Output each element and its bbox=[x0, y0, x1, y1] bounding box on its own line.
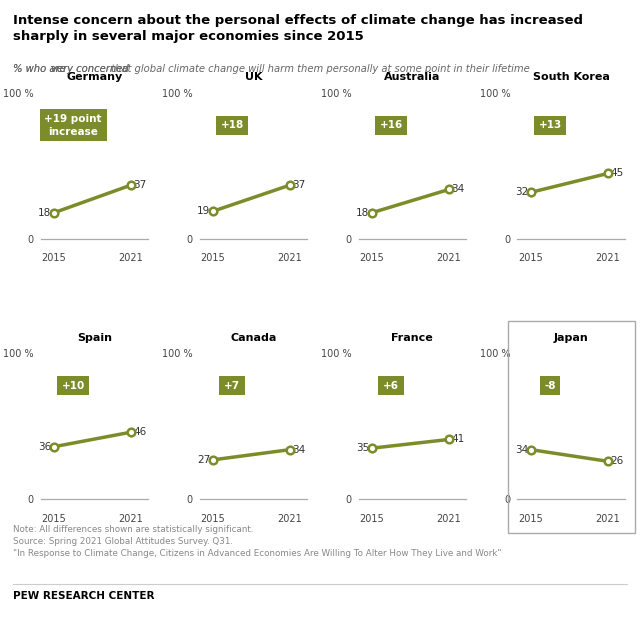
Text: Intense concern about the personal effects of climate change has increased
sharp: Intense concern about the personal effec… bbox=[13, 14, 583, 43]
Text: 32: 32 bbox=[515, 188, 529, 197]
Text: +6: +6 bbox=[383, 381, 399, 391]
Text: 27: 27 bbox=[197, 455, 211, 465]
Text: 34: 34 bbox=[292, 445, 305, 455]
Title: Canada: Canada bbox=[230, 333, 276, 343]
Title: South Korea: South Korea bbox=[532, 72, 610, 82]
Title: France: France bbox=[392, 333, 433, 343]
Title: Spain: Spain bbox=[77, 333, 112, 343]
Title: Australia: Australia bbox=[384, 72, 440, 82]
Text: 19: 19 bbox=[197, 206, 211, 216]
Text: 41: 41 bbox=[451, 434, 465, 444]
Text: % who are: % who are bbox=[13, 64, 68, 74]
Text: 18: 18 bbox=[38, 207, 52, 218]
Text: +16: +16 bbox=[380, 120, 403, 130]
Text: +13: +13 bbox=[538, 120, 562, 130]
Text: +18: +18 bbox=[220, 120, 244, 130]
Text: 35: 35 bbox=[356, 443, 369, 453]
Title: Germany: Germany bbox=[67, 72, 122, 82]
Text: 37: 37 bbox=[292, 180, 305, 190]
Text: very concerned: very concerned bbox=[51, 64, 129, 74]
Text: +19 point
increase: +19 point increase bbox=[44, 114, 102, 136]
Text: 37: 37 bbox=[133, 180, 147, 190]
Text: +7: +7 bbox=[224, 381, 240, 391]
Text: 18: 18 bbox=[356, 207, 369, 218]
Text: 26: 26 bbox=[610, 456, 623, 466]
Title: UK: UK bbox=[244, 72, 262, 82]
Text: very concerned: very concerned bbox=[51, 64, 129, 74]
Text: Note: All differences shown are statistically significant.
Source: Spring 2021 G: Note: All differences shown are statisti… bbox=[13, 525, 501, 558]
Text: 34: 34 bbox=[451, 184, 465, 194]
Text: 46: 46 bbox=[133, 427, 147, 437]
Title: Japan: Japan bbox=[554, 333, 589, 343]
Text: 34: 34 bbox=[515, 445, 529, 455]
Text: PEW RESEARCH CENTER: PEW RESEARCH CENTER bbox=[13, 591, 154, 601]
Text: 36: 36 bbox=[38, 442, 52, 452]
Text: % who are: % who are bbox=[13, 64, 68, 74]
Text: 45: 45 bbox=[610, 168, 623, 178]
Text: that global climate change will harm them personally at some point in their life: that global climate change will harm the… bbox=[108, 64, 530, 74]
Text: +10: +10 bbox=[61, 381, 84, 391]
Text: -8: -8 bbox=[544, 381, 556, 391]
